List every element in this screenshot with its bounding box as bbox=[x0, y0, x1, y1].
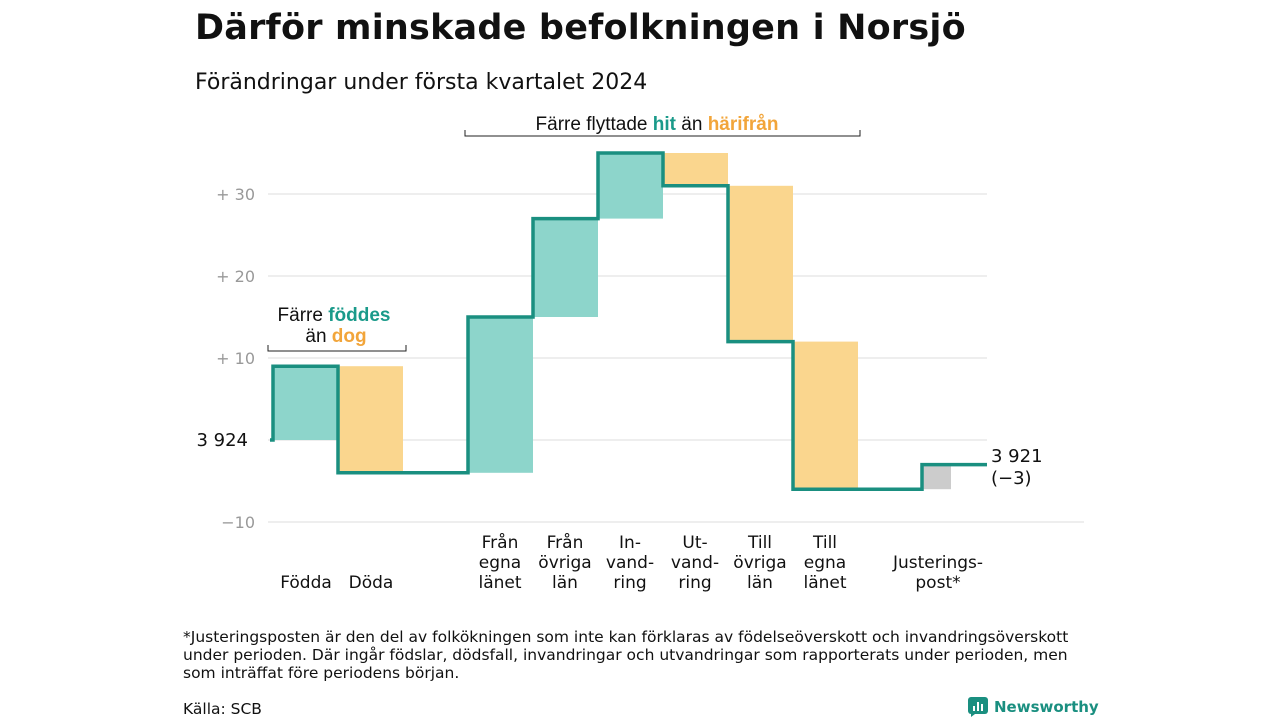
bar-increase bbox=[598, 153, 663, 219]
category-label: Justerings- bbox=[892, 553, 983, 573]
bars bbox=[273, 153, 951, 490]
category-label: Till bbox=[812, 533, 837, 553]
category-label: Till bbox=[747, 533, 772, 553]
chart-subtitle: Förändringar under första kvartalet 2024 bbox=[195, 70, 648, 95]
category-label: län bbox=[552, 573, 578, 593]
category-label: Födda bbox=[280, 573, 332, 593]
bar-decrease bbox=[728, 185, 793, 342]
newsworthy-logo-text: Newsworthy bbox=[994, 698, 1099, 716]
end-value-label: 3 921 bbox=[991, 446, 1043, 467]
category-label: egna bbox=[804, 553, 846, 573]
category-label: ring bbox=[613, 573, 646, 593]
bar-decrease bbox=[793, 341, 858, 490]
category-label: länet bbox=[803, 573, 846, 593]
category-label: Från bbox=[482, 532, 519, 553]
births-annotation-fodde: föddes bbox=[328, 305, 390, 326]
category-label: Från bbox=[547, 532, 584, 553]
bar-increase bbox=[533, 218, 598, 317]
category-label: Döda bbox=[349, 573, 394, 593]
step-line-group bbox=[270, 151, 987, 491]
category-label: övriga bbox=[538, 553, 591, 573]
births-annotation-dog: dog bbox=[332, 326, 367, 347]
moves-bracket bbox=[464, 130, 861, 137]
bar-adjustment bbox=[922, 464, 951, 490]
births-bracket bbox=[267, 345, 407, 352]
waterfall-chart: −10+ 10+ 20+ 30 Födda DödaFrånegnalänetFr… bbox=[196, 114, 1084, 593]
step-line bbox=[270, 151, 987, 491]
category-label: egna bbox=[479, 553, 521, 573]
moves-annotation: Färre flyttade hit än härifrån bbox=[536, 114, 779, 135]
y-tick-label: + 20 bbox=[216, 267, 255, 286]
start-value-label: 3 924 bbox=[196, 430, 248, 451]
footnote: *Justeringsposten är den del av folkökni… bbox=[183, 628, 1069, 682]
births-annotation-line1: Färre föddes bbox=[278, 305, 391, 326]
bar-increase bbox=[468, 317, 533, 473]
newsworthy-logo: Newsworthy bbox=[968, 697, 1099, 717]
category-label: post* bbox=[915, 573, 960, 593]
bar-decrease bbox=[338, 366, 403, 473]
births-annotation-line2: än dog bbox=[305, 326, 366, 347]
category-label: Ut- bbox=[682, 533, 707, 553]
moves-annotation-hit: hit bbox=[653, 114, 677, 135]
y-tick-label: + 30 bbox=[216, 185, 255, 204]
bar-increase bbox=[273, 366, 338, 440]
category-labels: Födda DödaFrånegnalänetFrånövrigalänIn-va… bbox=[280, 532, 983, 593]
moves-annotation-harifran: härifrån bbox=[708, 114, 779, 135]
y-tick-label: −10 bbox=[221, 513, 255, 532]
y-axis-ticks: −10 + 10 + 20 + 30 bbox=[216, 185, 255, 532]
category-label: vand- bbox=[606, 553, 654, 573]
end-change-label: (−3) bbox=[991, 468, 1032, 489]
newsworthy-logo-icon bbox=[968, 697, 988, 717]
moves-annotation-an: än bbox=[676, 114, 708, 135]
births-annotation-prefix: Färre bbox=[278, 305, 329, 326]
moves-annotation-prefix: Färre flyttade bbox=[536, 114, 653, 135]
chart-title: Därför minskade befolkningen i Norsjö bbox=[195, 8, 966, 48]
births-annotation-an: än bbox=[305, 326, 331, 347]
bar-decrease bbox=[663, 153, 728, 186]
category-label: ring bbox=[678, 573, 711, 593]
category-label: övriga bbox=[733, 553, 786, 573]
category-label: vand- bbox=[671, 553, 719, 573]
category-label: In- bbox=[619, 533, 641, 553]
category-label: länet bbox=[478, 573, 521, 593]
y-tick-label: + 10 bbox=[216, 349, 255, 368]
source-label: Källa: SCB bbox=[183, 700, 262, 718]
category-label: län bbox=[747, 573, 773, 593]
